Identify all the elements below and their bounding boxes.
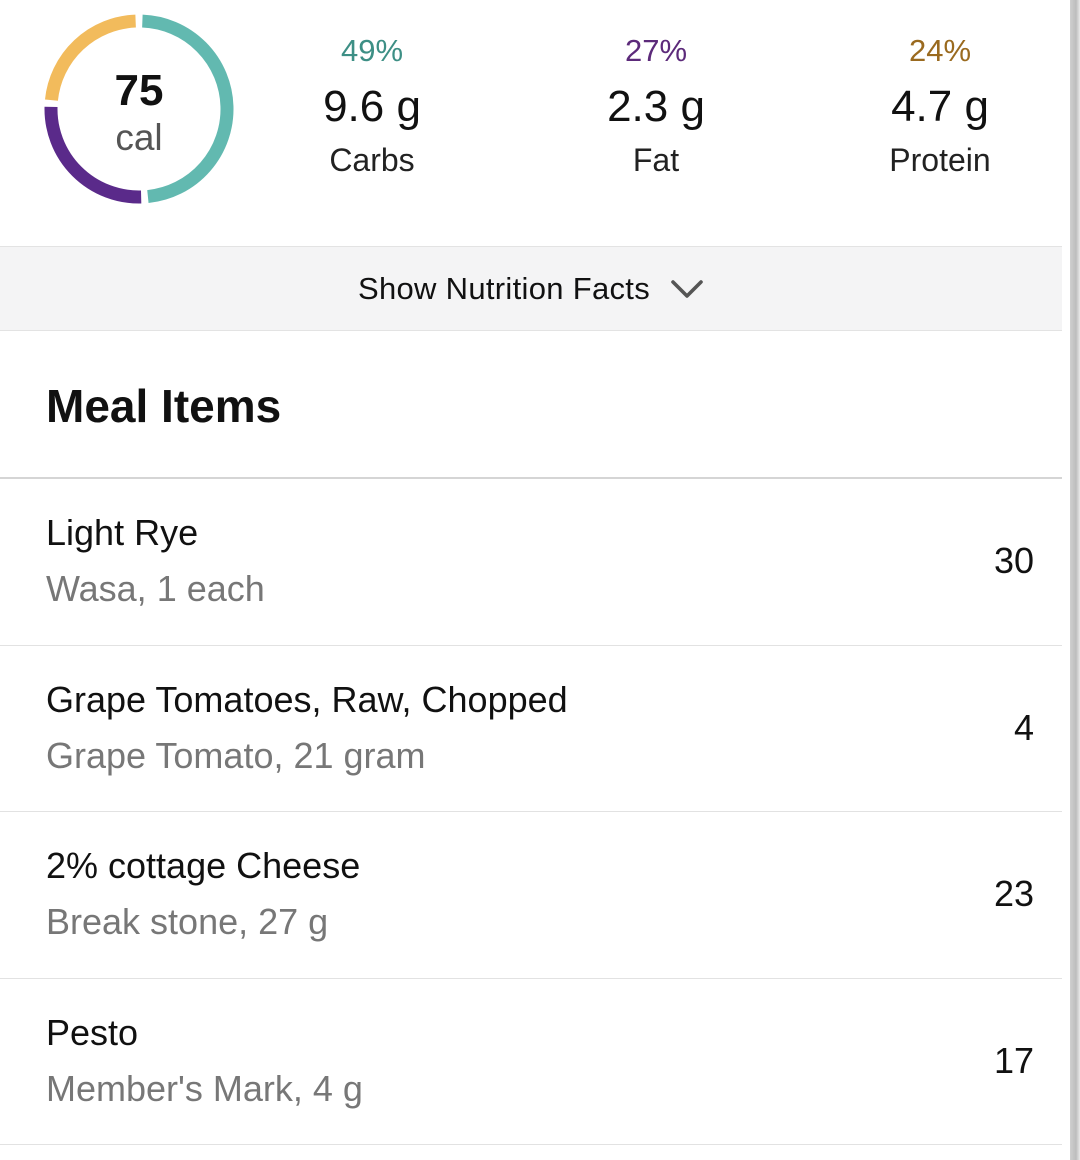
- meal-item-name: Pesto: [46, 1011, 139, 1053]
- protein-percent: 24%: [908, 33, 972, 68]
- macro-carbs: 49% 9.6 g Carbs: [252, 30, 492, 180]
- macro-protein: 24% 4.7 g Protein: [820, 30, 1060, 180]
- meal-item-calories: 30: [993, 540, 1034, 581]
- nutrition-summary: 75 cal 49% 9.6 g Carbs 27% 2.3 g Fat 24%…: [0, 0, 1062, 246]
- ring-segment-protein: [44, 14, 137, 101]
- meal-item-calories: 17: [993, 1039, 1034, 1081]
- fat-label: Fat: [632, 142, 680, 178]
- meal-items-list: Light Rye Wasa, 1 each 30 Grape Tomatoes…: [0, 479, 1062, 1145]
- meal-item-name: Light Rye: [46, 512, 199, 553]
- meal-item-row[interactable]: Grape Tomatoes, Raw, Chopped Grape Tomat…: [0, 646, 1062, 812]
- protein-label: Protein: [889, 142, 991, 178]
- ring-segment-carbs: [142, 14, 234, 204]
- meal-item-detail: Wasa, 1 each: [46, 568, 265, 609]
- carbs-label: Carbs: [329, 142, 415, 178]
- fat-percent: 27%: [624, 33, 688, 68]
- macro-fat: 27% 2.3 g Fat: [536, 30, 776, 180]
- calorie-ring: 75 cal: [40, 10, 238, 208]
- calorie-unit: cal: [115, 117, 163, 158]
- fat-amount: 2.3 g: [607, 82, 705, 131]
- scrollbar-track[interactable]: [1062, 0, 1080, 1160]
- meal-item-calories: 23: [993, 873, 1034, 914]
- meal-item-name: 2% cottage Cheese: [46, 845, 361, 886]
- carbs-amount: 9.6 g: [323, 82, 421, 131]
- protein-amount: 4.7 g: [891, 82, 989, 131]
- calorie-value: 75: [114, 66, 164, 115]
- show-nutrition-facts-label: Show Nutrition Facts: [358, 270, 650, 306]
- chevron-down-icon: [671, 279, 703, 298]
- meal-item-detail: Break stone, 27 g: [46, 901, 329, 942]
- meal-item-row[interactable]: 2% cottage Cheese Break stone, 27 g 23: [0, 812, 1062, 979]
- meal-items-heading: Meal Items: [46, 380, 282, 432]
- macro-ring-chart: [44, 14, 234, 204]
- meal-item-detail: Member's Mark, 4 g: [46, 1067, 363, 1109]
- show-nutrition-facts-button[interactable]: Show Nutrition Facts: [0, 246, 1062, 331]
- meal-item-row[interactable]: Light Rye Wasa, 1 each 30: [0, 479, 1062, 646]
- section-divider: [0, 477, 1062, 479]
- meal-item-name: Grape Tomatoes, Raw, Chopped: [46, 678, 568, 720]
- ring-segment-fat: [44, 106, 142, 204]
- meal-item-detail: Grape Tomato, 21 gram: [46, 734, 426, 776]
- carbs-percent: 49%: [340, 33, 404, 68]
- meal-item-calories: 4: [1013, 706, 1034, 748]
- meal-item-row[interactable]: Pesto Member's Mark, 4 g 17: [0, 979, 1062, 1145]
